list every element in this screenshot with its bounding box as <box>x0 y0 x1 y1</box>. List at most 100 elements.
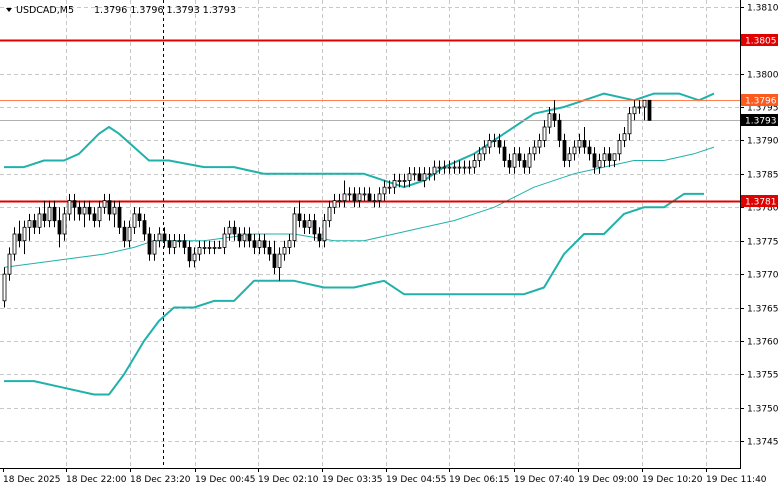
candle-body <box>427 173 432 176</box>
candle-body <box>267 246 272 255</box>
x-tick-label: 18 Dec 2025 <box>3 475 61 485</box>
candle-body <box>192 253 197 262</box>
candle-body <box>277 253 282 268</box>
level-tag-lower-bg <box>741 195 778 207</box>
candle-body <box>52 206 57 222</box>
candle-body <box>402 180 407 182</box>
candle-body <box>137 213 142 221</box>
candle-body <box>112 206 117 215</box>
x-tick-label: 18 Dec 23:20 <box>130 475 191 485</box>
dropdown-triangle-icon[interactable] <box>6 8 12 12</box>
candle-body <box>77 206 82 215</box>
candle-body <box>612 153 617 161</box>
candle-body <box>387 186 392 189</box>
candle-body <box>372 200 377 203</box>
bollinger-bands <box>3 92 715 396</box>
candle-body <box>7 253 12 275</box>
candle-body <box>2 273 7 302</box>
candle-body <box>362 193 367 196</box>
candle-body <box>392 180 397 188</box>
x-tick-label: 19 Dec 07:40 <box>514 475 575 485</box>
bollinger-lower-line <box>4 192 704 396</box>
candle-body <box>407 173 412 181</box>
candle-body <box>547 113 552 128</box>
candle-body <box>102 200 107 208</box>
candle-body <box>642 99 647 108</box>
candle-body <box>337 200 342 203</box>
level-tag-upper-bg <box>741 34 778 46</box>
y-tick-label: 1.3780 <box>747 204 779 214</box>
candle-body <box>92 213 97 221</box>
x-tick-label: 19 Dec 09:00 <box>578 475 639 485</box>
candle-body <box>627 113 632 135</box>
chart-header: USDCAD,M5 1.3796 1.3796 1.3793 1.3793 <box>6 5 236 16</box>
ohlc-values: 1.3796 1.3796 1.3793 1.3793 <box>94 5 236 16</box>
candle-body <box>542 126 547 141</box>
y-tick-label: 1.3800 <box>747 71 779 81</box>
candle-body <box>597 160 602 168</box>
price-tags: 1.3805 1.3796 1.3793 1.3781 <box>741 34 778 208</box>
candle-body <box>182 240 187 248</box>
x-tick-label: 19 Dec 06:15 <box>449 475 510 485</box>
candle-body <box>647 99 652 121</box>
candle-body <box>217 246 222 249</box>
candle-body <box>502 146 507 161</box>
candle-body <box>562 139 567 161</box>
y-tick-label: 1.3760 <box>747 338 779 348</box>
candle-body <box>127 226 132 242</box>
price-axis[interactable]: 1.3810 1.3805 1.3800 1.3795 1.3790 1.3785 1.37… <box>740 4 779 448</box>
candle-body <box>272 253 277 268</box>
candle-body <box>297 213 302 221</box>
x-tick-label: 19 Dec 02:10 <box>258 475 319 485</box>
candle-body <box>252 240 257 248</box>
candle-body <box>47 206 52 222</box>
y-tick-label: 1.3750 <box>747 405 779 415</box>
candle-body <box>177 240 182 243</box>
candle-body <box>622 133 627 141</box>
candle-body <box>617 139 622 155</box>
candle-body <box>417 173 422 181</box>
candle-body <box>467 166 472 169</box>
candle-body <box>507 160 512 168</box>
candle-body <box>222 233 227 248</box>
time-axis[interactable]: 18 Dec 2025 18 Dec 22:00 18 Dec 23:20 19 De… <box>3 468 767 485</box>
candle-body <box>522 160 527 168</box>
horizontal-levels[interactable] <box>0 39 740 203</box>
x-tick-label: 19 Dec 04:55 <box>386 475 447 485</box>
candle-body <box>577 139 582 148</box>
level-tag-upper: 1.3805 <box>745 37 777 47</box>
current-price-tag: 1.3793 <box>745 117 777 127</box>
candle-body <box>357 193 362 201</box>
candle-body <box>512 153 517 168</box>
candle-body <box>257 240 262 248</box>
candle-body <box>282 246 287 255</box>
candle-body <box>167 240 172 248</box>
candle-body <box>532 146 537 155</box>
candle-body <box>317 233 322 242</box>
candle-body <box>422 173 427 181</box>
candle-body <box>292 213 297 241</box>
candle-body <box>527 153 532 168</box>
candles <box>2 99 652 308</box>
candle-body <box>187 246 192 262</box>
symbol-timeframe: USDCAD,M5 <box>16 5 74 16</box>
candle-body <box>322 220 327 242</box>
candle-body <box>227 226 232 235</box>
price-line-tag: 1.3796 <box>745 97 777 107</box>
y-tick-label: 1.3785 <box>747 171 779 181</box>
candle-body <box>287 240 292 248</box>
candle-body <box>382 186 387 195</box>
candle-body <box>377 193 382 201</box>
candle-body <box>132 213 137 228</box>
candle-body <box>122 226 127 242</box>
candle-body <box>242 233 247 242</box>
candle-body <box>202 246 207 249</box>
candle-body <box>22 226 27 242</box>
candle-body <box>332 200 337 208</box>
candle-body <box>487 139 492 148</box>
price-line-tag-bg <box>741 94 778 106</box>
candle-body <box>12 233 17 255</box>
candle-body <box>342 193 347 201</box>
